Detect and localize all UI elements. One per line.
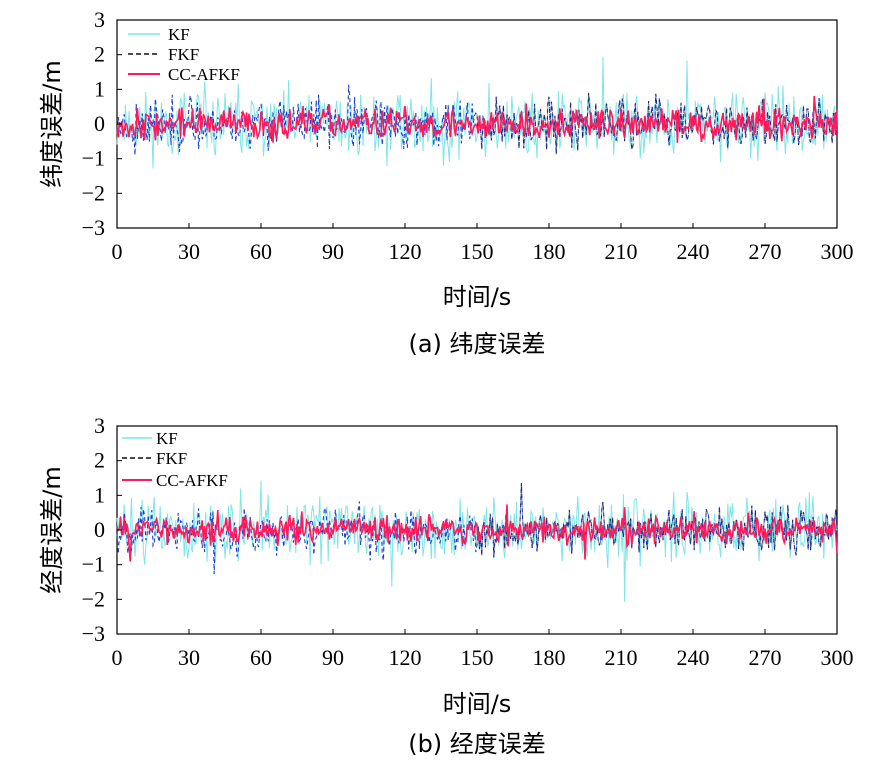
y-tick-label: −3 [82, 215, 105, 240]
x-tick-label: 120 [389, 239, 422, 264]
x-tick-label: 60 [250, 645, 272, 670]
caption-b: (b) 经度误差 [408, 730, 546, 758]
legend-kf-label: KF [156, 429, 178, 448]
series-ccafkf-line [116, 504, 838, 562]
legend: KF FKF CC-AFKF [122, 429, 228, 490]
y-tick-label: 1 [94, 76, 105, 101]
series-kf-line [116, 56, 838, 169]
legend-fkf-label: FKF [168, 45, 199, 64]
caption-a: (a) 纬度误差 [408, 330, 545, 358]
y-tick-label: 3 [94, 7, 105, 32]
x-tick-label: 0 [112, 645, 123, 670]
x-tick-label: 30 [178, 645, 200, 670]
y-axis-ticks: 3 2 1 0 −1 −2 −3 [82, 7, 122, 240]
series-layer [116, 56, 838, 169]
y-tick-label: 2 [94, 42, 105, 67]
x-tick-label: 210 [605, 645, 638, 670]
x-tick-label: 300 [821, 645, 854, 670]
y-tick-label: −3 [82, 621, 105, 646]
x-tick-label: 240 [677, 239, 710, 264]
x-tick-label: 150 [461, 645, 494, 670]
x-axis-ticks: 0 30 60 90 120 150 180 210 240 270 300 [112, 629, 854, 670]
x-tick-label: 180 [533, 239, 566, 264]
panel-longitude: 0 30 60 90 120 150 180 210 240 270 300 3210−1−2−3 … [38, 413, 854, 758]
series-ccafkf-line [116, 95, 838, 143]
y-tick-label: −2 [82, 586, 105, 611]
panel-latitude: 0 30 60 90 120 150 180 210 240 270 300 3210−1−2−3 … [38, 7, 854, 358]
x-tick-label: 300 [821, 239, 854, 264]
x-tick-label: 30 [178, 239, 200, 264]
y-tick-label: −2 [82, 180, 105, 205]
y-tick-label: 2 [94, 448, 105, 473]
y-tick-label: 3 [94, 413, 105, 438]
x-tick-label: 60 [250, 239, 272, 264]
x-axis-title: 时间/s [443, 283, 512, 311]
x-tick-label: 240 [677, 645, 710, 670]
series-layer [116, 480, 838, 602]
x-tick-label: 210 [605, 239, 638, 264]
x-tick-label: 120 [389, 645, 422, 670]
y-tick-label: 1 [94, 482, 105, 507]
series-fkf-line-overlay [476, 483, 838, 558]
x-tick-label: 0 [112, 239, 123, 264]
y-tick-label: 0 [94, 111, 105, 136]
x-axis-title: 时间/s [443, 690, 512, 718]
x-tick-label: 180 [533, 645, 566, 670]
x-tick-label: 90 [322, 239, 344, 264]
legend-ccafkf-label: CC-AFKF [168, 65, 240, 84]
y-axis-ticks: 3 2 1 0 −1 −2 −3 [82, 413, 122, 646]
x-axis-ticks: 0 30 60 90 120 150 180 210 240 270 300 [112, 223, 854, 264]
x-tick-label: 150 [461, 239, 494, 264]
y-tick-label: 0 [94, 517, 105, 542]
y-axis-title: 经度误差/m [38, 466, 66, 593]
legend-kf-label: KF [168, 25, 190, 44]
y-tick-label: −1 [82, 552, 105, 577]
x-tick-label: 90 [322, 645, 344, 670]
y-axis-title: 纬度误差/m [38, 60, 66, 187]
x-tick-label: 270 [749, 239, 782, 264]
legend: KF FKF CC-AFKF [128, 25, 240, 84]
x-tick-label: 270 [749, 645, 782, 670]
series-fkf-line-overlay [476, 92, 838, 155]
y-tick-label: −1 [82, 146, 105, 171]
legend-fkf-label: FKF [156, 449, 187, 468]
legend-ccafkf-label: CC-AFKF [156, 471, 228, 490]
